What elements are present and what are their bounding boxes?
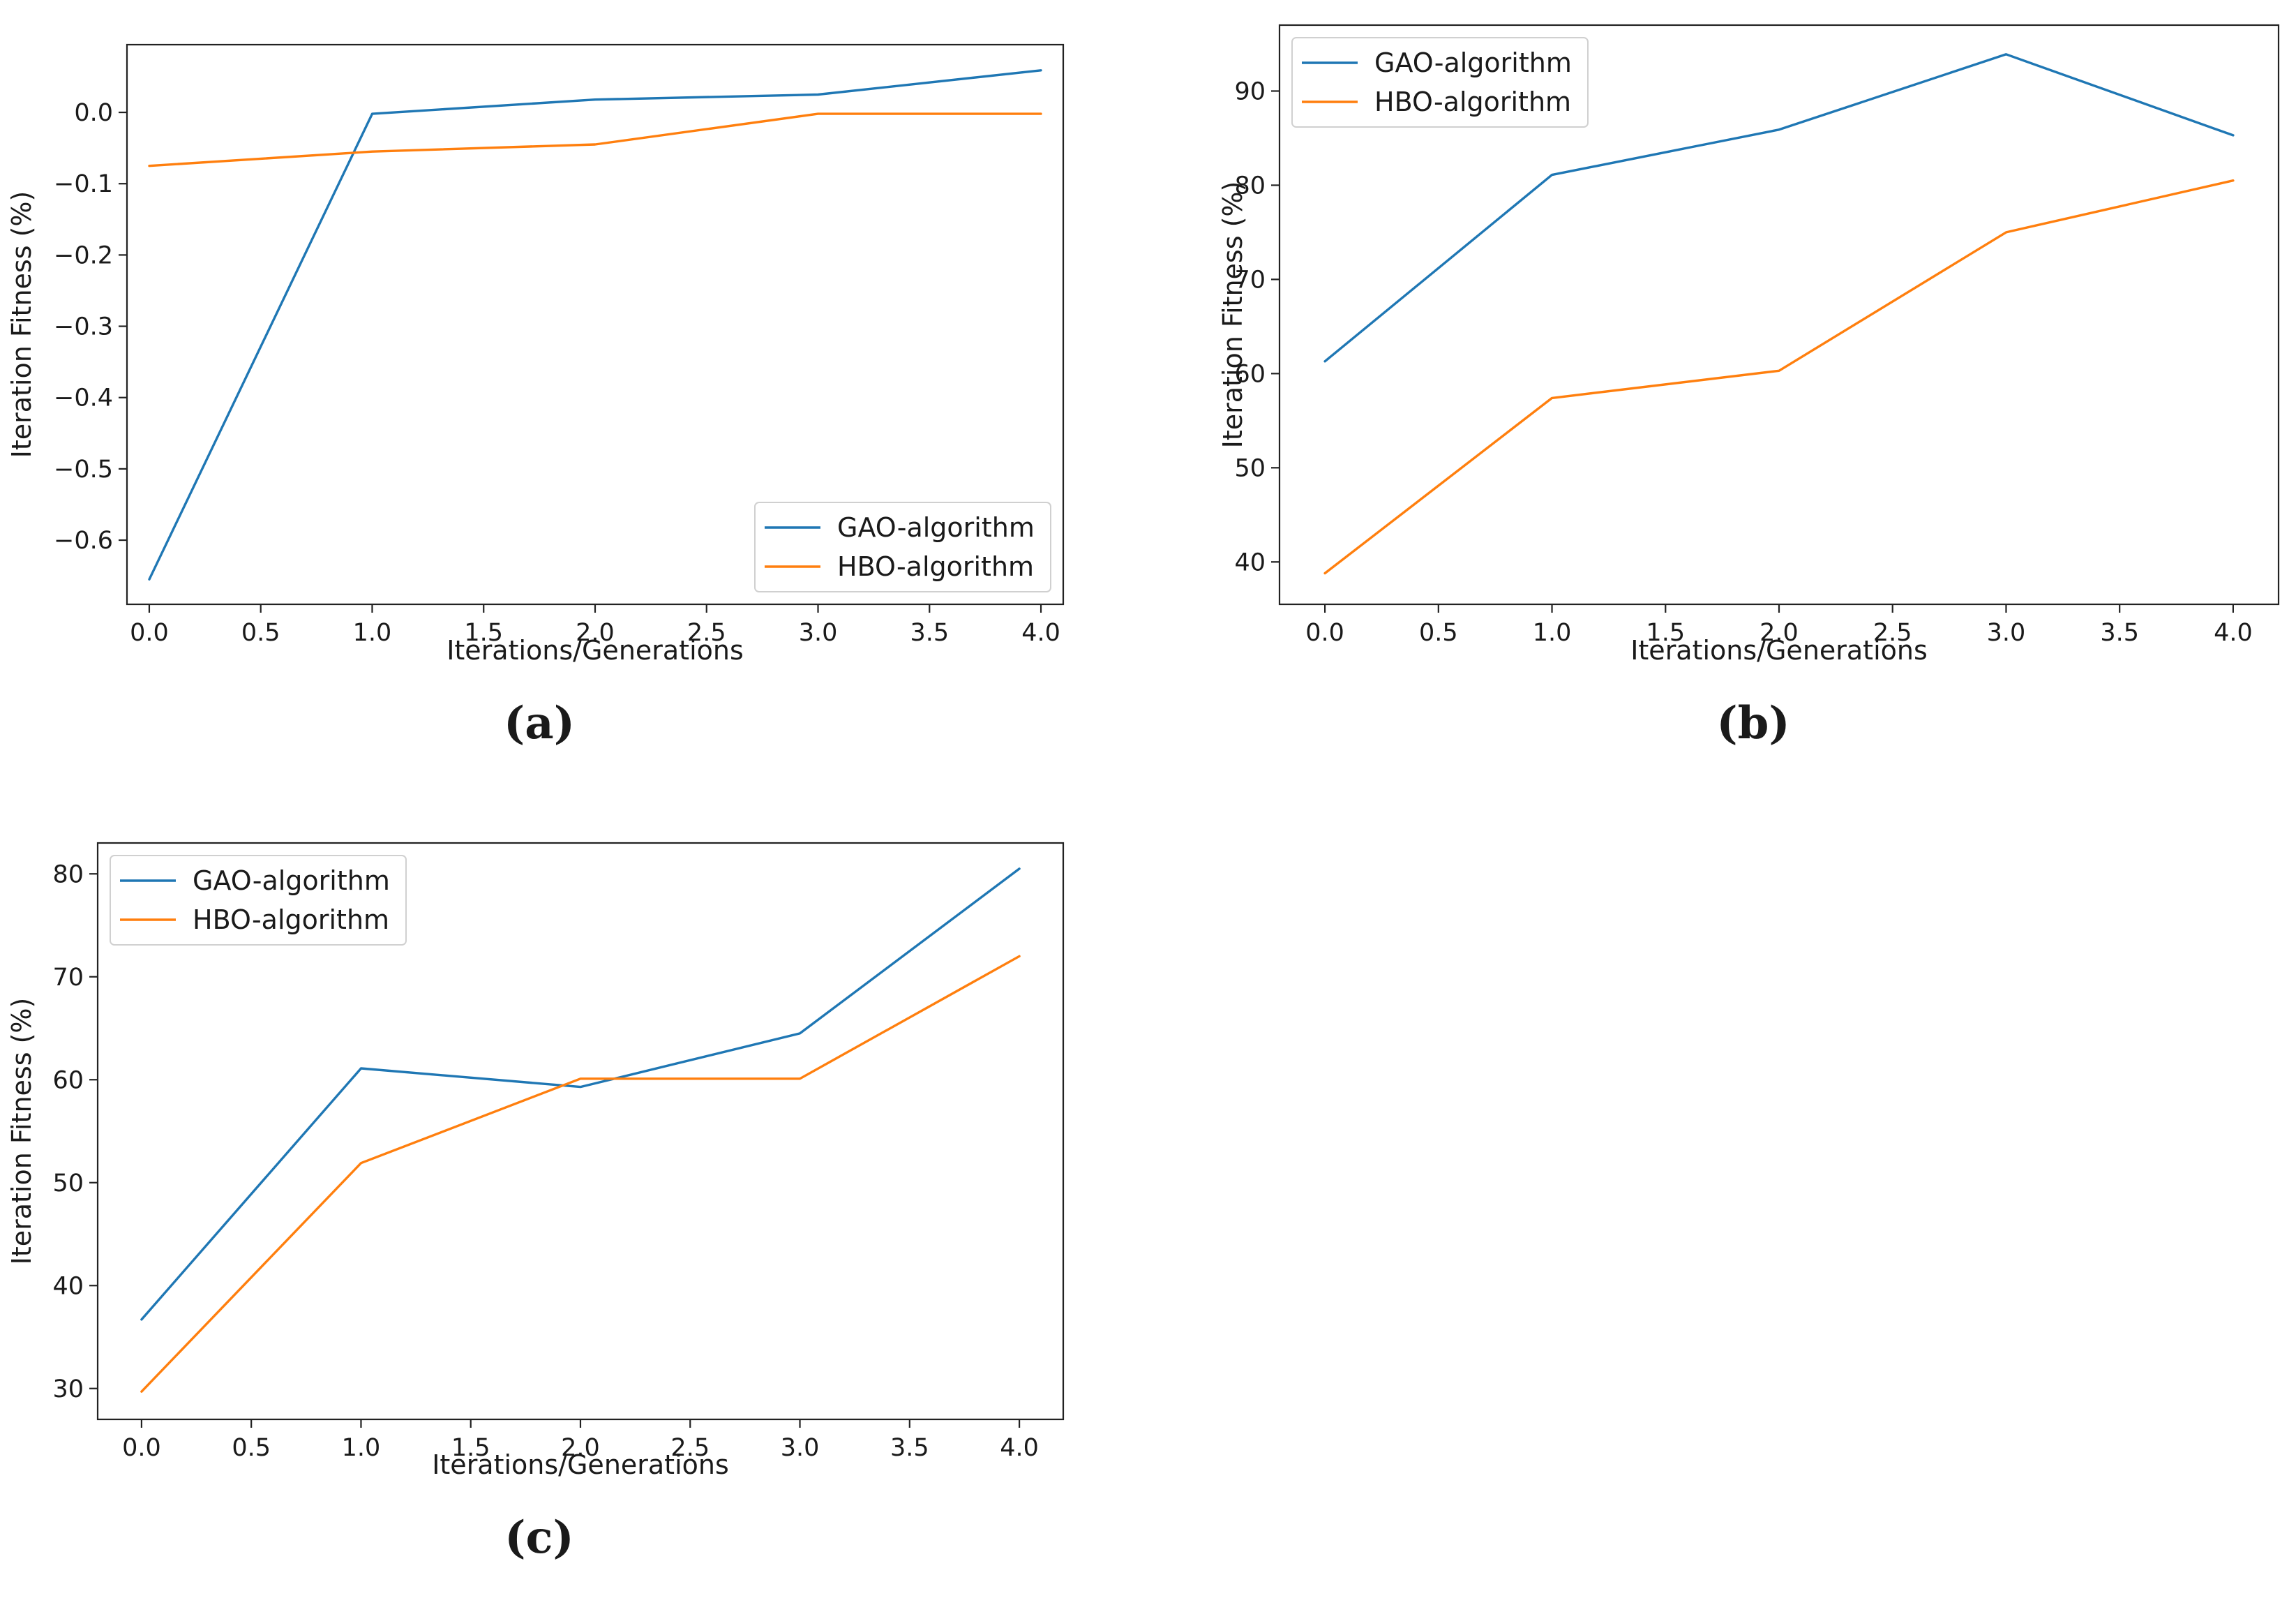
x-tick-label: 4.0: [1021, 619, 1060, 647]
series-line-hbo-algorithm: [140, 955, 1021, 1393]
x-tick-label: 1.5: [1646, 619, 1685, 647]
panel-label: (a): [504, 697, 575, 749]
legend-box: [1291, 37, 1589, 128]
x-tick-label: 3.5: [890, 1434, 929, 1462]
y-tick-label: 60: [1234, 360, 1266, 388]
x-tick-label: 3.0: [1987, 619, 2026, 647]
y-tick-label: 40: [52, 1272, 84, 1300]
x-tick-label: 2.5: [1873, 619, 1912, 647]
legend-box: [110, 855, 407, 946]
x-tick-label: 4.0: [1000, 1434, 1039, 1462]
y-tick-label: 80: [52, 860, 84, 888]
y-tick-label: −0.5: [54, 456, 113, 484]
x-tick-label: 1.0: [1533, 619, 1572, 647]
x-axis-title: Iterations/Generations: [447, 635, 744, 666]
y-tick-label: −0.1: [54, 170, 113, 198]
legend-label: HBO-algorithm: [1374, 87, 1571, 117]
series-line-gao-algorithm: [148, 69, 1042, 581]
x-tick-label: 0.5: [1419, 619, 1458, 647]
x-tick-label: 3.0: [781, 1434, 820, 1462]
x-tick-label: 4.0: [2214, 619, 2253, 647]
x-axis-title: Iterations/Generations: [1630, 635, 1928, 666]
series-line-gao-algorithm: [140, 867, 1021, 1321]
x-tick-label: 1.5: [464, 619, 503, 647]
x-tick-label: 0.5: [241, 619, 280, 647]
x-tick-label: 2.0: [561, 1434, 600, 1462]
x-tick-label: 1.0: [342, 1434, 381, 1462]
x-tick-label: 2.5: [670, 1434, 710, 1462]
series-line-hbo-algorithm: [148, 112, 1042, 167]
x-tick-label: 3.5: [2100, 619, 2139, 647]
x-tick-label: 2.0: [576, 619, 615, 647]
x-tick-label: 1.0: [353, 619, 392, 647]
y-axis-title: Iteration Fitness (%): [6, 191, 37, 458]
x-axis-title: Iterations/Generations: [432, 1449, 729, 1480]
legend-label: GAO-algorithm: [193, 865, 390, 896]
x-tick-label: 3.0: [799, 619, 838, 647]
y-tick-label: 50: [52, 1170, 84, 1197]
panel-label: (b): [1716, 697, 1789, 749]
legend: GAO-algorithm HBO-algorithm: [754, 502, 1051, 592]
panel-label: (c): [504, 1511, 574, 1564]
y-tick-label: 30: [52, 1375, 84, 1403]
x-tick-label: 0.0: [122, 1434, 161, 1462]
legend-box: [754, 502, 1051, 592]
chart-panel-3: 0.0 0.5 1.0 1.5 2.0 2.5 3.0 3.5 4.0 30 40 50 60 70 80 I…: [6, 842, 1065, 1564]
y-tick-label: 70: [52, 964, 84, 992]
chart-panel-1: 0.0 0.5 1.0 1.5 2.0 2.5 3.0 3.5 4.0 −0.6 −0.5 −0.4 −…: [6, 43, 1065, 749]
y-tick-label: 90: [1234, 77, 1266, 105]
x-tick-label: 2.0: [1759, 619, 1799, 647]
series-line-gao-algorithm: [1323, 53, 2235, 363]
y-tick-label: −0.6: [54, 527, 113, 555]
chart-panel-2: 0.0 0.5 1.0 1.5 2.0 2.5 3.0 3.5 4.0 40 50 60 70 80 90 I…: [1217, 24, 2280, 749]
x-tick-label: 2.5: [687, 619, 726, 647]
series-line-hbo-algorithm: [1323, 179, 2235, 575]
y-axis-title: Iteration Fitness (%): [1217, 181, 1248, 449]
y-tick-label: 70: [1234, 266, 1266, 294]
y-tick-label: 80: [1234, 172, 1266, 200]
x-tick-label: 0.5: [232, 1434, 271, 1462]
x-tick-label: 0.0: [130, 619, 169, 647]
legend: GAO-algorithm HBO-algorithm: [110, 855, 407, 946]
y-tick-label: −0.4: [54, 385, 113, 412]
x-tick-label: 1.5: [451, 1434, 490, 1462]
legend-label: HBO-algorithm: [837, 551, 1034, 582]
legend-label: HBO-algorithm: [193, 904, 389, 935]
y-tick-label: −0.2: [54, 241, 113, 269]
y-tick-label: 60: [52, 1066, 84, 1094]
y-tick-label: 50: [1234, 454, 1266, 482]
x-tick-label: 0.0: [1305, 619, 1344, 647]
y-tick-label: −0.3: [54, 313, 113, 341]
legend: GAO-algorithm HBO-algorithm: [1291, 37, 1589, 128]
legend-label: GAO-algorithm: [837, 512, 1035, 543]
y-tick-label: 0.0: [74, 99, 113, 127]
y-tick-label: 40: [1234, 548, 1266, 576]
y-axis-title: Iteration Fitness (%): [6, 998, 37, 1265]
x-tick-label: 3.5: [910, 619, 949, 647]
legend-label: GAO-algorithm: [1374, 47, 1572, 78]
